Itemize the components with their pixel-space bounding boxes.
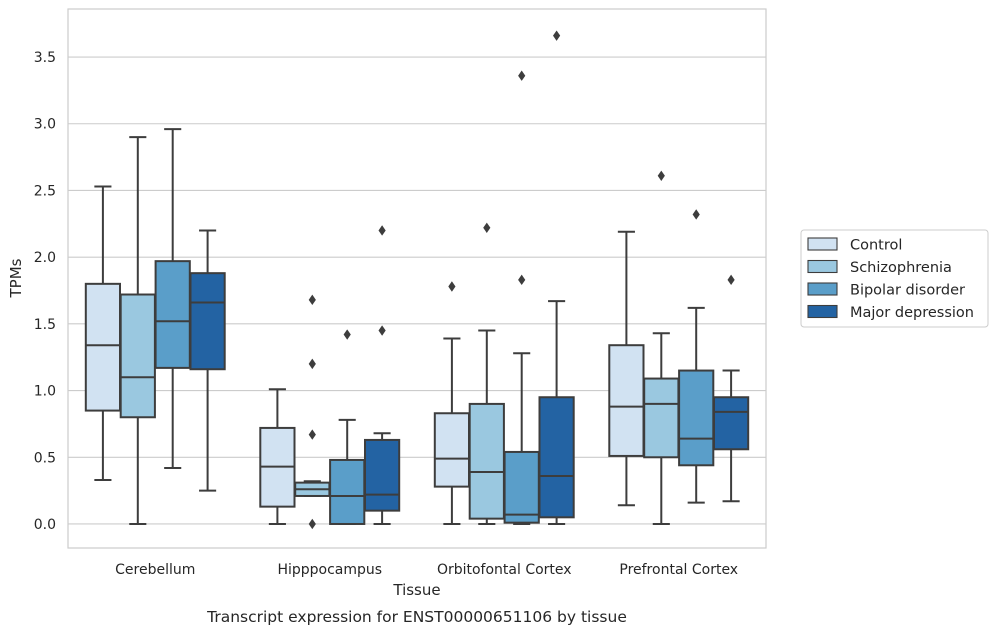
box-group	[503, 70, 540, 525]
outlier-point	[657, 170, 665, 181]
box-group	[608, 230, 645, 507]
outlier-point	[448, 281, 456, 292]
box-group	[712, 274, 750, 503]
box-group	[189, 229, 226, 492]
y-tick-label: 0.5	[34, 450, 56, 466]
box-group	[468, 222, 505, 525]
y-tick-label: 2.0	[34, 250, 56, 266]
legend-swatch	[807, 237, 838, 251]
box-group	[538, 30, 575, 525]
y-tick-label: 1.0	[34, 384, 56, 400]
outlier-point	[378, 325, 386, 336]
box	[503, 450, 540, 524]
box	[119, 293, 156, 419]
box	[468, 402, 505, 520]
y-tick-label: 3.5	[34, 50, 56, 66]
x-tick-label: Orbitofontal Cortex	[437, 562, 572, 578]
box-group	[329, 329, 366, 525]
legend: Control Schizophrenia Bipolar disorder Majo…	[800, 229, 989, 328]
box	[189, 272, 226, 371]
outlier-point	[308, 518, 316, 530]
legend-label: Bipolar disorder	[850, 283, 965, 299]
box	[154, 260, 191, 369]
y-tick-label: 0.0	[34, 517, 56, 533]
outlier-point	[518, 70, 526, 81]
x-tick-label: Hipppocampus	[277, 562, 382, 578]
legend-swatch	[807, 259, 838, 274]
outlier-point	[308, 358, 316, 370]
outlier-point	[308, 429, 316, 440]
box	[608, 344, 645, 457]
box-group	[433, 281, 471, 525]
box	[538, 396, 575, 519]
box-group	[84, 185, 122, 481]
x-tick-label: Prefrontal Cortex	[619, 562, 738, 578]
outlier-point	[692, 209, 700, 220]
x-tick-label: Cerebellum	[115, 562, 195, 578]
box	[363, 438, 401, 512]
box	[433, 412, 471, 488]
legend-label: Schizophrenia	[850, 260, 952, 276]
outlier-point	[553, 30, 561, 41]
y-axis-label: TPMs	[7, 258, 25, 298]
box-group	[643, 170, 680, 525]
box	[329, 458, 366, 525]
x-axis-label: Tissue	[392, 581, 440, 599]
box	[712, 396, 750, 451]
box-group	[678, 209, 715, 504]
y-axis-ticks: 0.0 0.5 1.0 1.5 2.0 2.5 3.0 3.5	[34, 50, 56, 533]
box-group	[154, 128, 191, 469]
legend-swatch	[807, 304, 838, 319]
y-tick-label: 1.5	[34, 317, 56, 333]
legend-label: Major depression	[850, 305, 974, 321]
outlier-point	[343, 329, 351, 340]
outlier-point	[727, 274, 735, 286]
chart-caption: Transcript expression for ENST0000065110…	[206, 608, 627, 626]
box	[678, 369, 715, 467]
legend-frame	[800, 229, 989, 328]
box-group	[294, 294, 331, 530]
x-axis-ticks: Cerebellum Hipppocampus Orbitofontal Corte…	[115, 562, 738, 578]
plot-area-frame	[67, 8, 767, 549]
outlier-point	[518, 274, 526, 286]
y-tick-label: 3.0	[34, 117, 56, 133]
box-group	[363, 225, 401, 525]
legend-swatch	[807, 282, 838, 296]
outlier-point	[308, 294, 316, 306]
outlier-point	[378, 225, 386, 236]
box	[84, 282, 122, 412]
box-group	[119, 136, 156, 525]
boxes	[84, 30, 750, 530]
box	[643, 377, 680, 459]
box-group	[259, 388, 296, 525]
legend-label: Control	[850, 238, 902, 254]
y-tick-label: 2.5	[34, 183, 56, 199]
outlier-point	[483, 222, 491, 234]
